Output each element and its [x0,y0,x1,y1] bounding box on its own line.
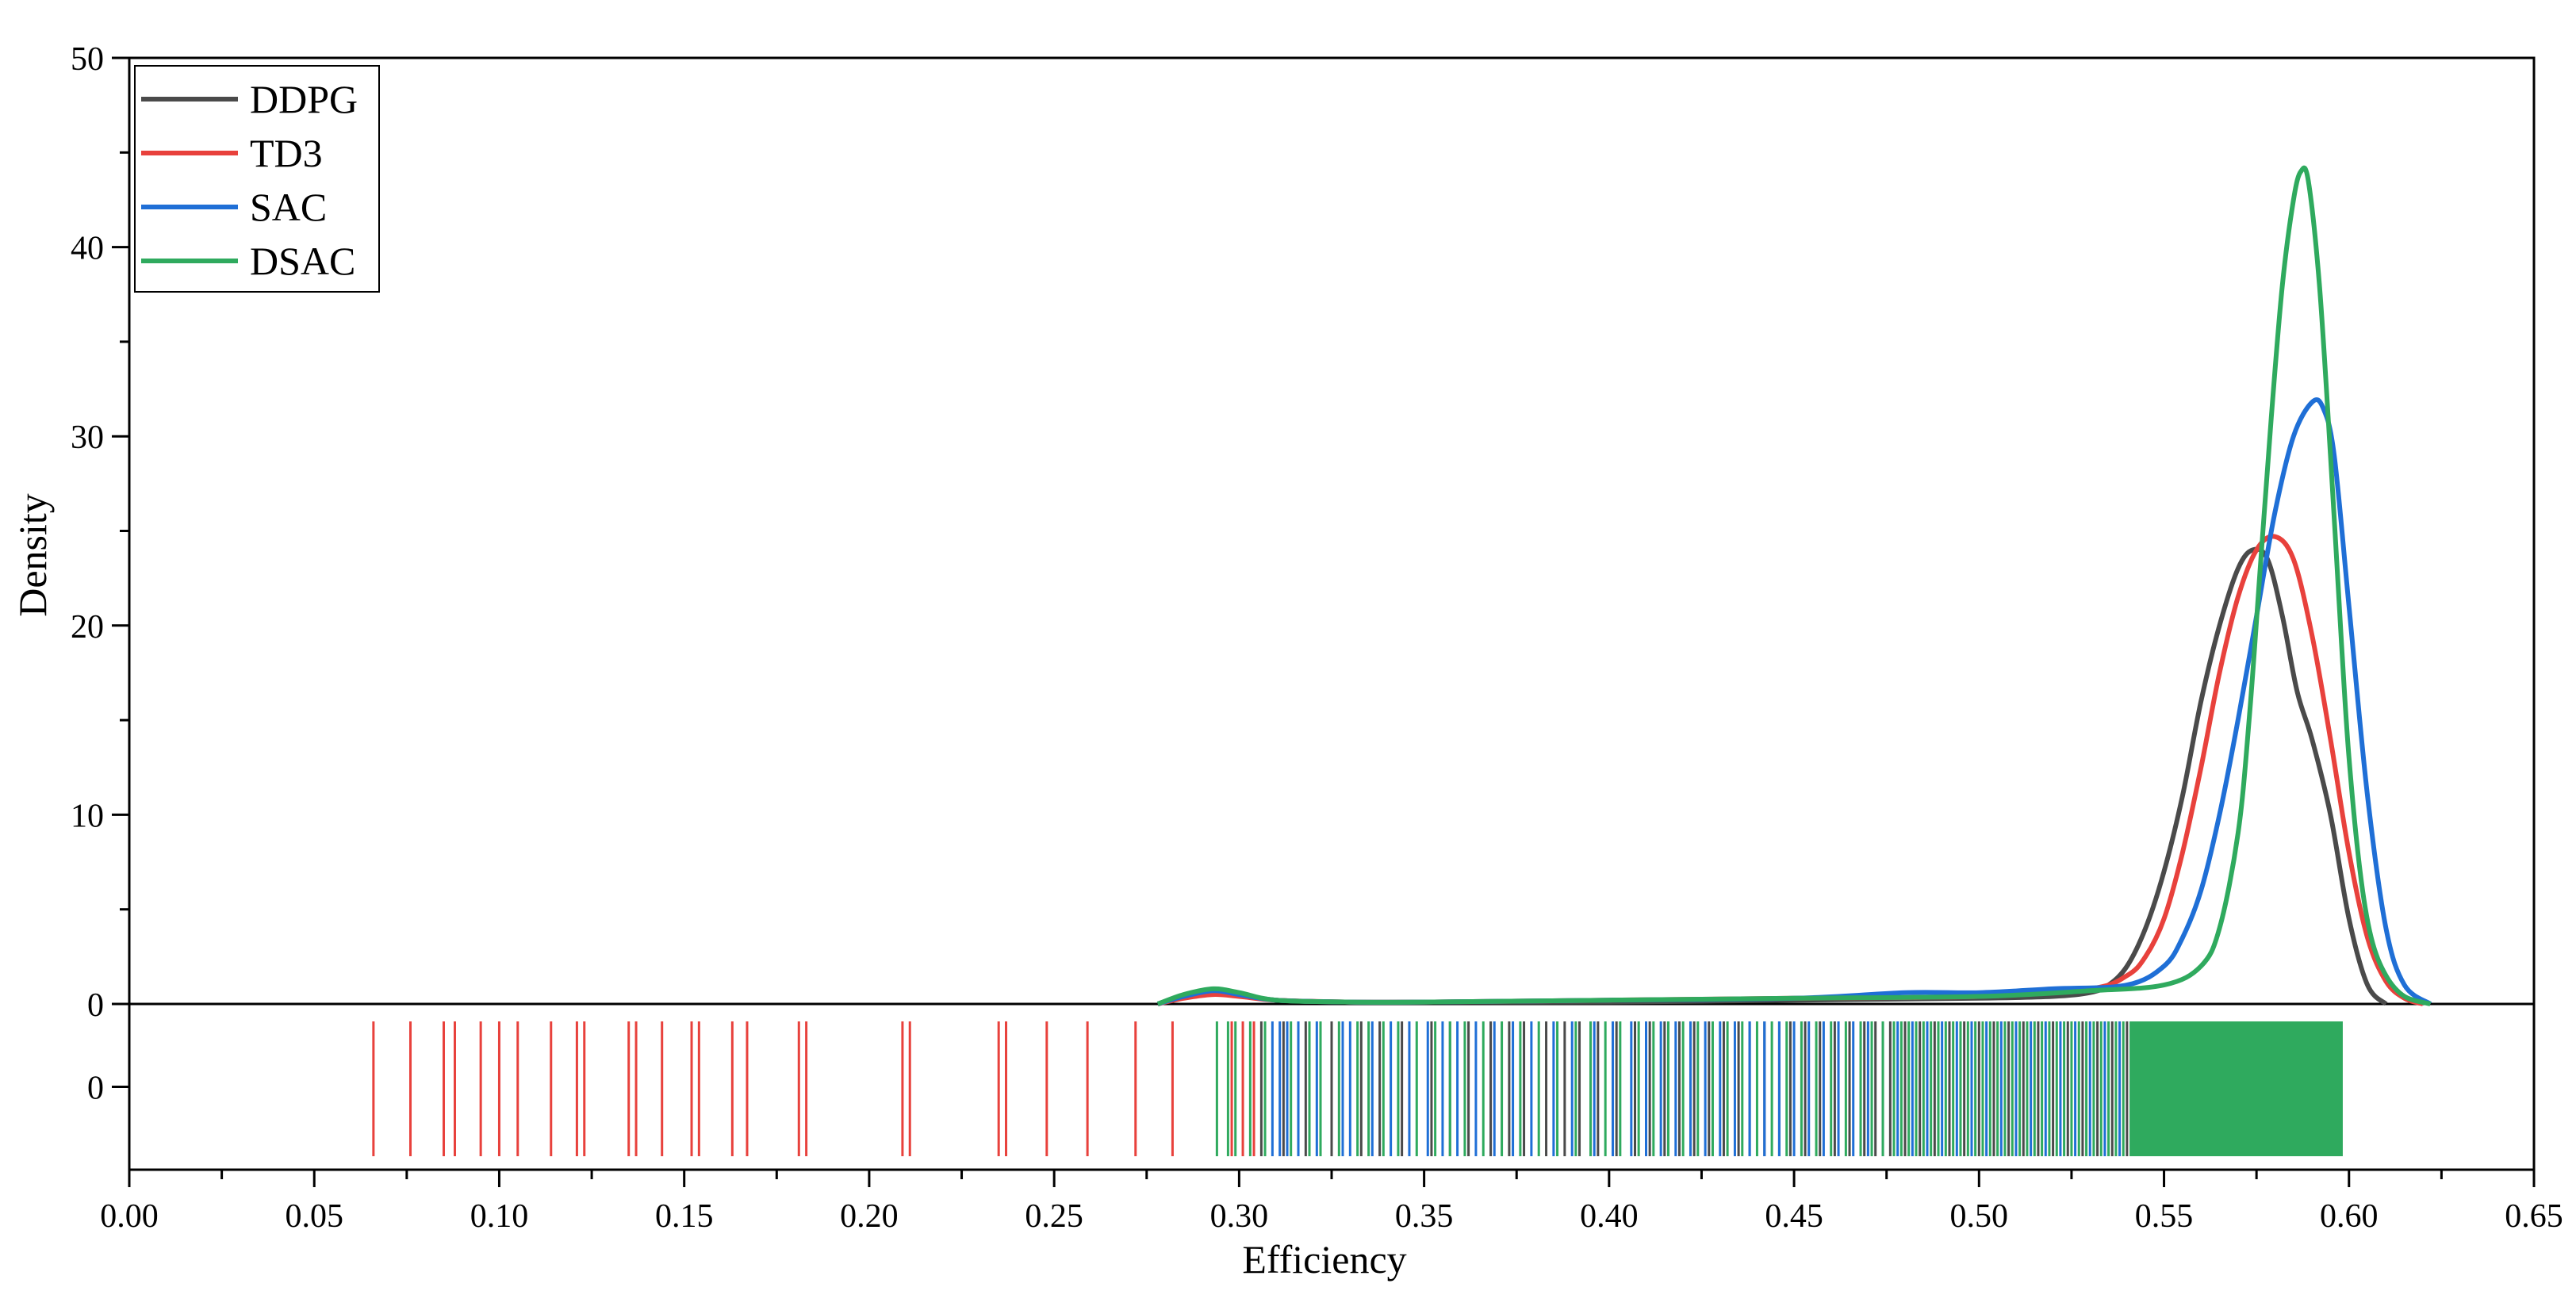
series-line-sac [1156,397,2432,1006]
legend-item-ddpg: DDPG [141,77,358,121]
rug-layer [372,1021,2343,1156]
series-line-td3 [1157,534,2424,1006]
rug-dense-band [2130,1021,2342,1156]
legend-item-td3: TD3 [141,131,323,175]
x-tick-label: 0.20 [840,1198,899,1235]
y-tick-label: 40 [71,231,104,267]
y-tick-label: 50 [71,41,104,78]
legend-label: DSAC [250,239,355,283]
axes: 0.00 0.05 0.10 0.15 0.20 0.25 0.30 0.35 0.40 0.45… [71,41,2563,1235]
density-panel-frame [128,56,2536,1006]
x-tick-label: 0.15 [655,1198,714,1235]
rug-td3 [372,1021,1255,1156]
x-tick-label: 0.40 [1580,1198,1639,1235]
density-curves [129,165,2534,1006]
x-tick-label: 0.35 [1395,1198,1454,1235]
legend-label: TD3 [250,131,323,175]
y-tick-label: 10 [71,798,104,834]
y-tick-label: 30 [71,420,104,456]
x-tick-label: 0.55 [2135,1198,2194,1235]
x-axis-title: Efficiency [1242,1237,1406,1282]
rug-tick-label: 0 [87,1071,104,1107]
x-tick-label: 0.45 [1765,1198,1823,1235]
legend-label: SAC [250,185,327,229]
x-tick-label: 0.00 [100,1198,159,1235]
x-tick-label: 0.60 [2320,1198,2379,1235]
x-tick-label: 0.05 [285,1198,343,1235]
series-line-dsac [1156,165,2432,1006]
series-line-ddpg [1156,546,2388,1006]
x-tick-label: 0.30 [1210,1198,1269,1235]
x-tick-label: 0.10 [470,1198,529,1235]
legend-box [134,65,380,293]
legend-item-dsac: DSAC [141,239,355,283]
y-tick-label: 20 [71,609,104,646]
legend-item-sac: SAC [141,185,327,229]
y-tick-label: 0 [87,987,104,1024]
legend-label: DDPG [250,77,358,121]
y-axis-title: Density [10,493,55,617]
x-tick-label: 0.65 [2505,1198,2563,1235]
x-tick-label: 0.50 [1950,1198,2009,1235]
x-tick-label: 0.25 [1025,1198,1083,1235]
legend: DDPG TD3 SAC DSAC [134,65,380,293]
